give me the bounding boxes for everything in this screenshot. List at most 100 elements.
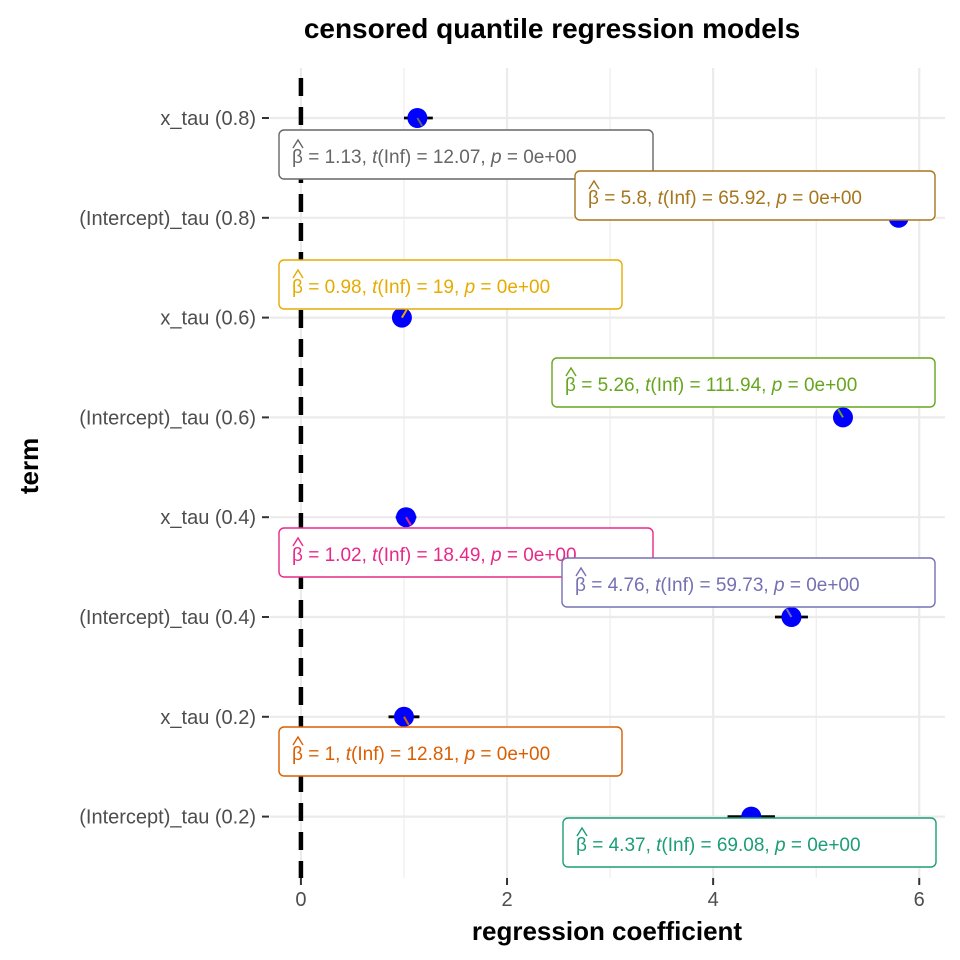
x-tick-label: 2 — [501, 889, 512, 911]
y-axis-title: term — [14, 438, 44, 494]
separator: , — [647, 188, 658, 209]
beta-symbol: β — [292, 744, 303, 765]
t-symbol: t — [372, 277, 378, 298]
eq-sign: = — [787, 188, 809, 209]
p-value: 0e+00 — [497, 744, 550, 765]
p-symbol: p — [464, 277, 476, 298]
eq-sign: = — [786, 835, 808, 856]
annotation-box — [561, 557, 936, 608]
t-symbol: t — [372, 545, 378, 566]
separator: , — [766, 188, 777, 209]
y-tick-label: (Intercept)_tau (0.2) — [79, 807, 256, 829]
eq-sign: = — [586, 575, 608, 596]
y-tick-label: (Intercept)_tau (0.6) — [79, 407, 256, 429]
p-symbol: p — [490, 545, 502, 566]
separator: , — [362, 545, 373, 566]
annotation-label: β = 4.76, t(Inf) = 59.73, p = 0e+00 — [575, 575, 860, 596]
eq-sign: = — [785, 575, 807, 596]
beta-hat-icon — [292, 268, 304, 279]
beta-hat-icon — [565, 366, 577, 377]
beta-value: 1.02 — [325, 545, 362, 566]
p-value: 0e+00 — [806, 575, 859, 596]
p-symbol: p — [773, 575, 785, 596]
separator: , — [335, 744, 346, 765]
data-marks — [388, 108, 909, 827]
annotation-box — [562, 817, 937, 868]
eq-sign: = — [303, 545, 325, 566]
beta-value: 5.26 — [598, 375, 635, 396]
separator: , — [454, 744, 465, 765]
p-value: 0e+00 — [497, 277, 550, 298]
separator: , — [362, 147, 373, 168]
t-symbol: t — [656, 835, 662, 856]
p-value: 0e+00 — [804, 375, 857, 396]
label-leader — [405, 516, 412, 526]
beta-symbol: β — [588, 188, 599, 209]
eq-sign: = — [303, 744, 325, 765]
x-tick-label: 6 — [914, 889, 925, 911]
t-value: 69.08 — [717, 835, 765, 856]
annotation-label: β = 5.26, t(Inf) = 111.94, p = 0e+00 — [565, 375, 857, 396]
t-df: (Inf) = — [351, 744, 406, 765]
t-df: (Inf) = — [660, 575, 715, 596]
beta-symbol: β — [292, 147, 303, 168]
beta-hat-icon — [292, 138, 304, 149]
separator: , — [480, 147, 491, 168]
chart-title: censored quantile regression models — [304, 13, 800, 44]
t-value: 12.07 — [433, 147, 481, 168]
beta-symbol: β — [292, 277, 303, 298]
t-df: (Inf) = — [663, 188, 718, 209]
eq-sign: = — [502, 147, 524, 168]
beta-hat-icon — [292, 536, 304, 547]
annotation-label: β = 1.02, t(Inf) = 18.49, p = 0e+00 — [292, 545, 577, 566]
label-leader — [401, 309, 408, 319]
annotation-label: β = 5.8, t(Inf) = 65.92, p = 0e+00 — [588, 188, 862, 209]
p-symbol: p — [464, 744, 476, 765]
beta-hat-icon — [292, 735, 304, 746]
separator: , — [763, 575, 774, 596]
t-df: (Inf) = — [377, 147, 432, 168]
separator: , — [645, 575, 656, 596]
p-symbol: p — [775, 188, 787, 209]
p-value: 0e+00 — [809, 188, 862, 209]
p-symbol: p — [774, 835, 786, 856]
y-tick-label: (Intercept)_tau (0.4) — [79, 607, 256, 629]
separator: , — [646, 835, 657, 856]
eq-sign: = — [599, 188, 621, 209]
annotation-box — [551, 357, 936, 408]
t-df: (Inf) = — [377, 277, 432, 298]
x-tick-label: 0 — [295, 889, 306, 911]
eq-sign: = — [576, 375, 598, 396]
y-tick-label: x_tau (0.8) — [160, 108, 256, 130]
annotation-labels: β = 1.13, t(Inf) = 12.07, p = 0e+00β = 5… — [278, 117, 937, 868]
t-value: 65.92 — [718, 188, 766, 209]
axes: x_tau (0.8) (Intercept)_tau (0.8) x_tau (0… — [79, 108, 925, 911]
beta-value: 1 — [325, 744, 336, 765]
annotation-box — [278, 259, 623, 310]
annotation-box — [574, 170, 936, 221]
annotation-label: β = 4.37, t(Inf) = 69.08, p = 0e+00 — [576, 835, 861, 856]
t-symbol: t — [346, 744, 352, 765]
t-symbol: t — [372, 147, 378, 168]
p-symbol: p — [490, 147, 502, 168]
t-value: 111.94 — [706, 375, 762, 396]
eq-sign: = — [587, 835, 609, 856]
beta-hat-icon — [575, 566, 587, 577]
separator: , — [362, 277, 373, 298]
annotation-box — [278, 129, 654, 180]
y-tick-label: (Intercept)_tau (0.8) — [79, 208, 256, 230]
separator: , — [764, 835, 775, 856]
p-value: 0e+00 — [523, 147, 576, 168]
eq-sign: = — [782, 375, 804, 396]
separator: , — [761, 375, 772, 396]
label-leader — [416, 117, 424, 127]
beta-value: 0.98 — [325, 277, 362, 298]
p-value: 0e+00 — [807, 835, 860, 856]
eq-sign: = — [303, 277, 325, 298]
beta-symbol: β — [576, 835, 587, 856]
t-symbol: t — [655, 575, 661, 596]
annotation-label: β = 1.13, t(Inf) = 12.07, p = 0e+00 — [292, 147, 577, 168]
beta-hat-icon — [576, 826, 588, 837]
t-df: (Inf) = — [377, 545, 432, 566]
